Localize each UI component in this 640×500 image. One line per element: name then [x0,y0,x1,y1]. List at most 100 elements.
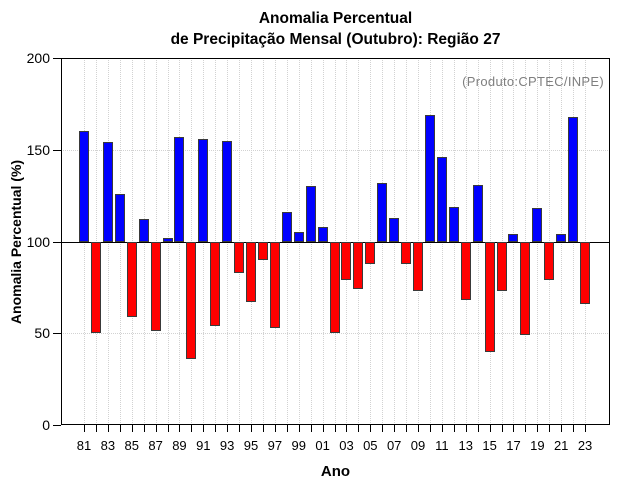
x-tick [537,425,539,432]
x-tick [394,425,396,432]
bar-09 [413,241,424,292]
x-tick [227,425,229,432]
x-tick [298,425,300,432]
bar-91 [198,138,209,243]
bar-02 [329,241,340,334]
bar-99 [293,232,304,243]
x-tick [382,425,384,432]
bar-18 [520,241,531,336]
bar-20 [544,241,555,281]
bar-94 [234,241,245,273]
x-tick [453,425,455,432]
bar-17 [508,234,519,243]
chart-title: Anomalia Percentual de Precipitação Mens… [61,8,610,50]
bar-95 [246,241,257,303]
x-tick [215,425,217,432]
bar-85 [126,241,137,317]
chart-title-line2: de Precipitação Mensal (Outubro): Região… [170,31,501,48]
x-tick [358,425,360,432]
plot-area: (Produto:CPTEC/INPE) [61,58,610,425]
y-tick-label: 0 [42,417,50,433]
y-tick-label: 50 [34,325,50,342]
bar-15 [484,241,495,352]
x-tick [441,425,443,432]
horizontal-gridline [61,333,610,335]
x-tick [501,425,503,432]
x-tick-label: 93 [219,438,235,453]
bar-06 [377,182,388,243]
bar-19 [532,208,543,243]
x-axis-title: Ano [320,463,351,480]
x-tick [179,425,181,432]
x-tick [251,425,253,432]
x-tick [477,425,479,432]
bar-21 [556,234,567,243]
x-tick [513,425,515,432]
bar-10 [424,114,435,243]
x-tick-label: 91 [196,438,211,453]
x-tick [274,425,276,432]
x-tick-label: 09 [410,438,426,453]
x-tick-label: 99 [291,438,306,453]
x-tick [203,425,205,432]
bar-04 [353,241,364,290]
bar-03 [341,241,352,281]
x-tick [167,425,169,432]
y-tick-label: 150 [26,141,50,158]
x-tick-label: 83 [100,438,116,453]
bar-98 [281,212,292,243]
bar-90 [186,241,197,359]
bar-82 [90,241,101,334]
x-tick [585,425,587,432]
bar-84 [114,193,125,243]
x-tick [262,425,264,432]
chart-title-line1: Anomalia Percentual [258,10,413,27]
x-tick [429,425,431,432]
x-tick [465,425,467,432]
y-tick [53,58,61,59]
x-tick [286,425,288,432]
x-tick-label: 07 [386,438,402,453]
bar-81 [79,131,89,243]
bar-88 [162,237,173,243]
x-tick-label: 03 [339,438,354,453]
bar-23 [580,241,591,304]
x-tick-label: 19 [530,438,545,453]
x-tick [334,425,336,432]
bar-07 [389,217,400,243]
horizontal-gridline [61,149,610,151]
y-tick-label: 100 [26,233,50,250]
x-tick [525,425,527,432]
x-tick-label: 05 [363,438,378,453]
x-tick-label: 97 [267,438,283,453]
bar-12 [448,206,459,243]
bar-22 [568,116,579,243]
x-tick [131,425,133,432]
bar-13 [460,241,471,301]
bar-11 [436,157,447,243]
x-tick-label: 01 [315,438,330,453]
x-tick [406,425,408,432]
x-tick [310,425,312,432]
x-tick [107,425,109,432]
bar-87 [150,241,161,332]
x-tick [418,425,420,432]
x-tick [239,425,241,432]
x-tick-label: 23 [577,438,593,453]
x-tick-label: 81 [76,438,92,453]
x-tick [322,425,324,432]
x-tick [370,425,372,432]
x-tick-label: 89 [172,438,187,453]
x-tick [573,425,575,432]
y-tick [53,333,61,335]
x-tick [143,425,145,432]
x-tick [549,425,551,432]
bar-16 [496,241,507,292]
x-tick [119,425,121,432]
y-tick [53,241,61,243]
x-tick-label: 87 [148,438,163,453]
x-tick-label: 21 [553,438,569,453]
x-tick [95,425,97,432]
x-tick-label: 95 [243,438,259,453]
